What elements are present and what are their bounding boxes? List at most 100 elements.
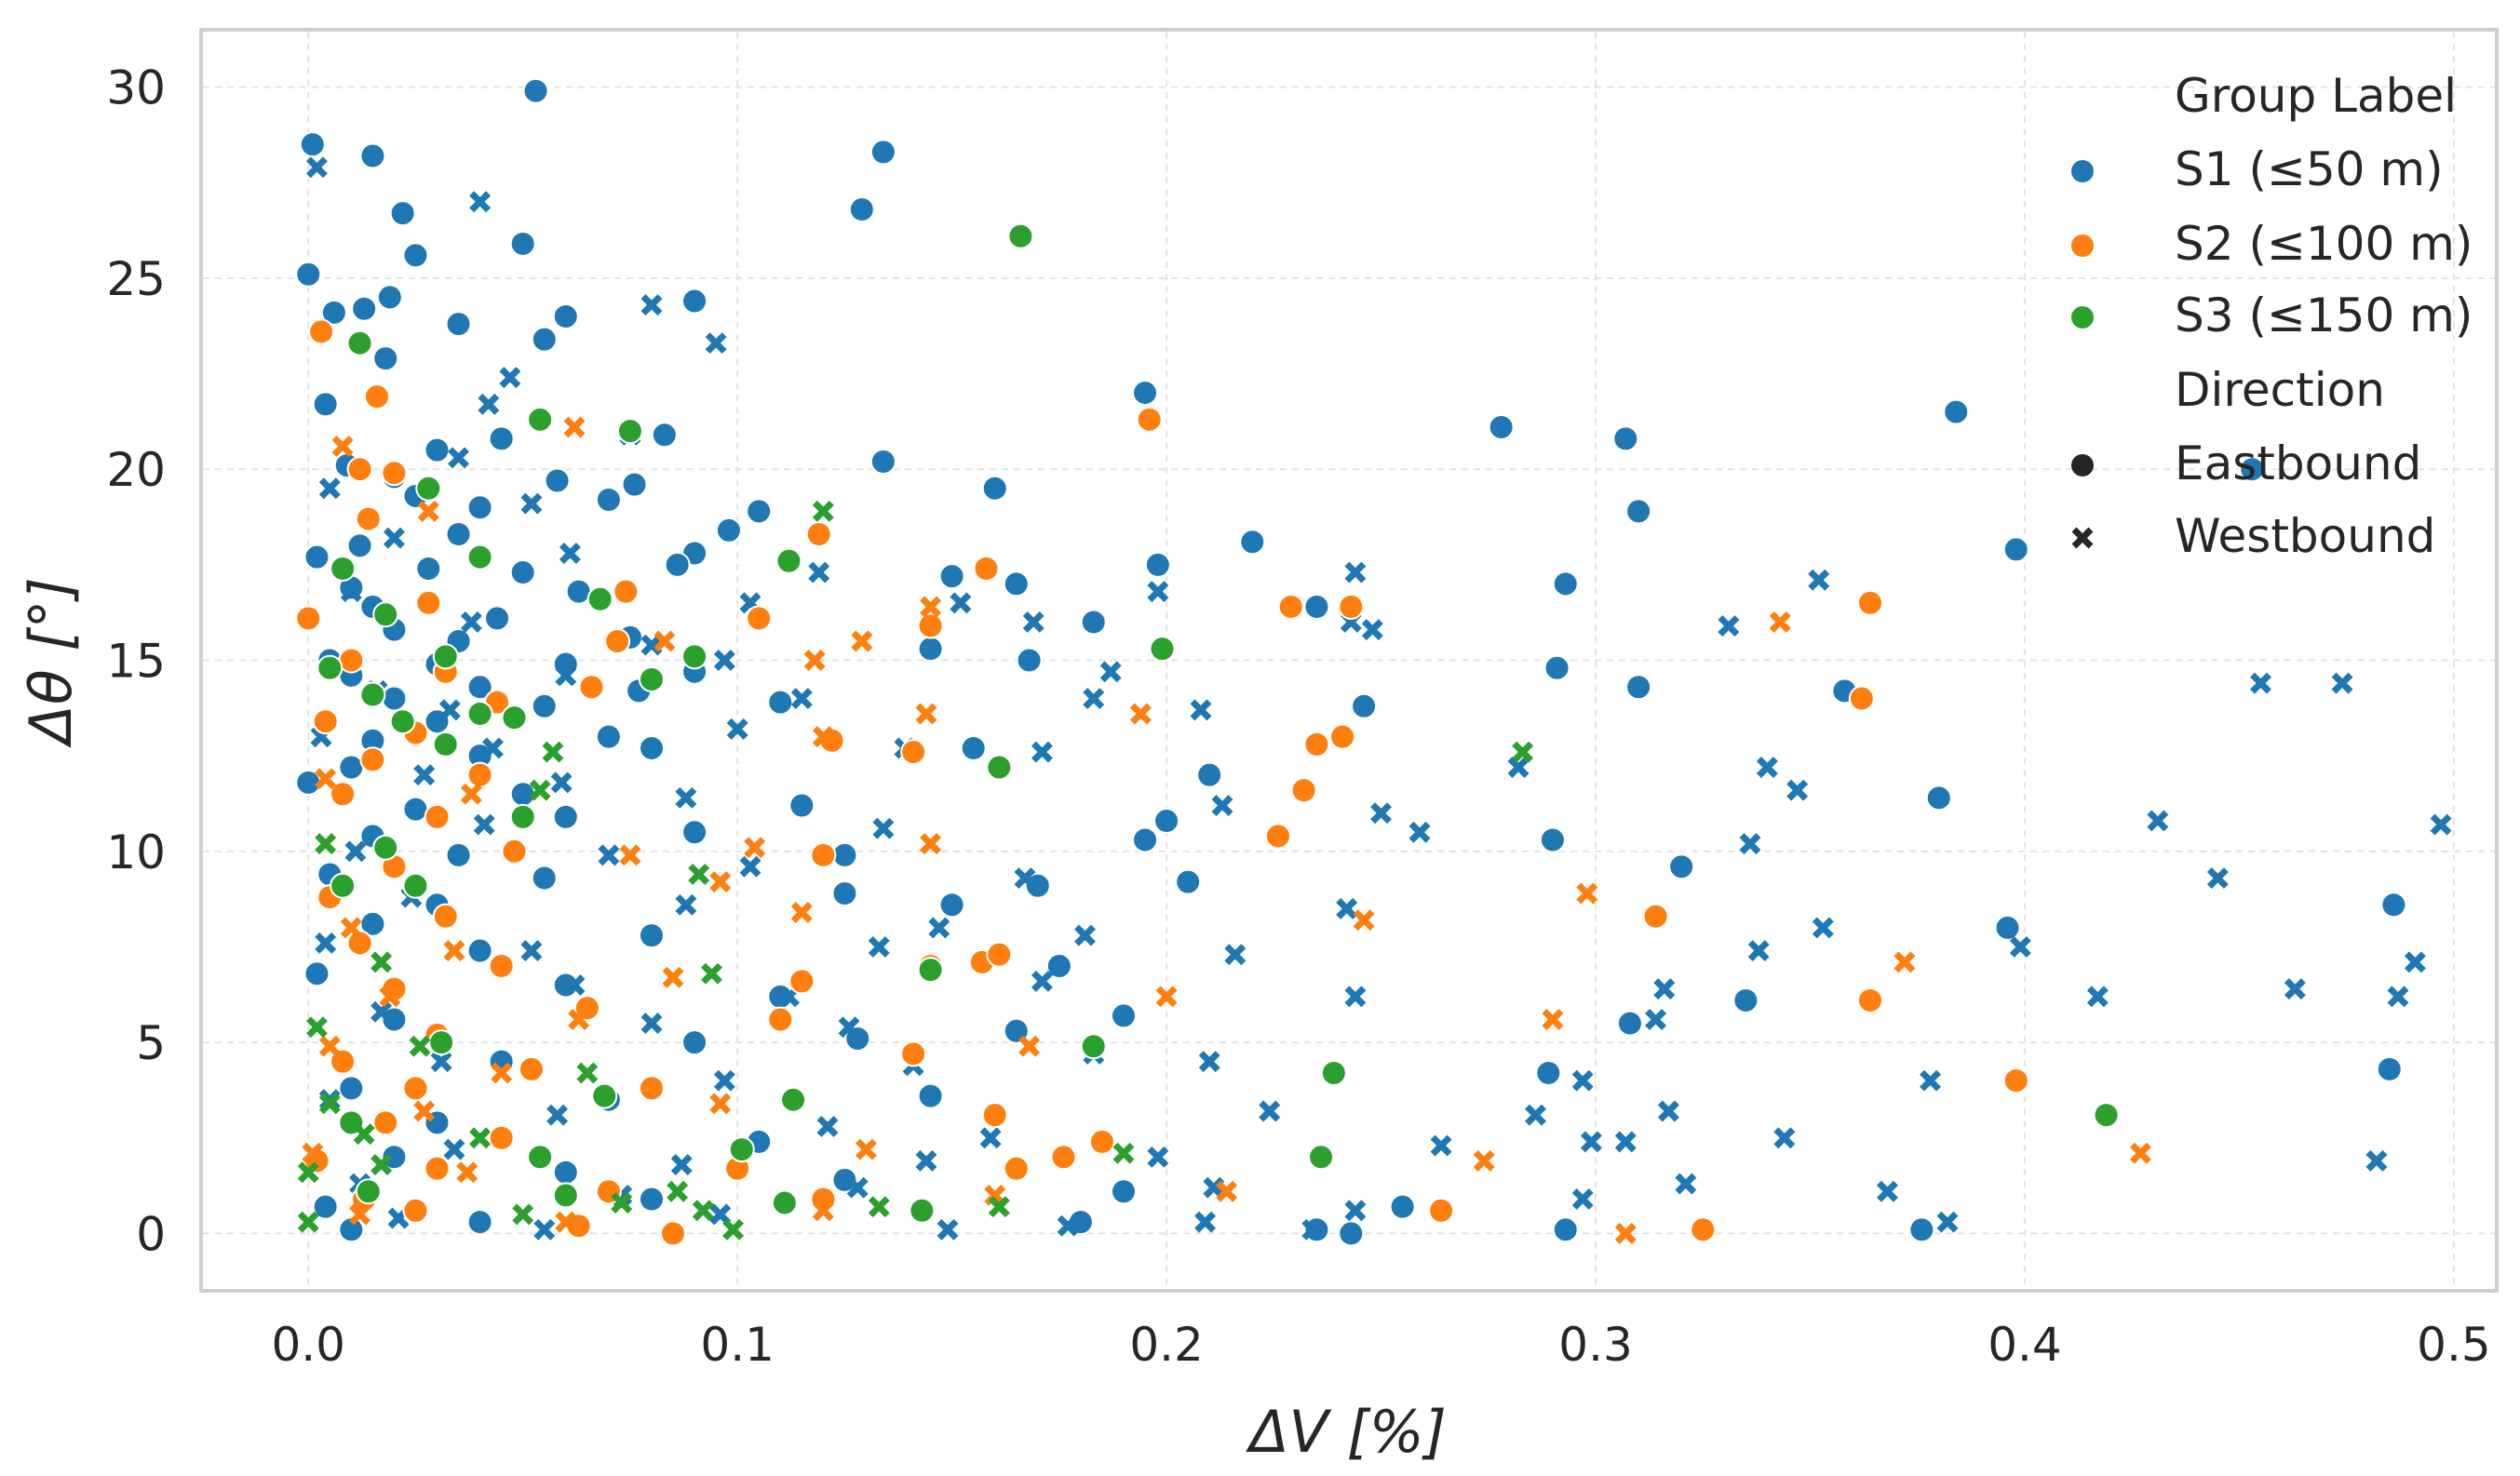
data-point bbox=[709, 871, 732, 893]
data-point bbox=[488, 425, 515, 452]
data-point bbox=[1259, 1100, 1281, 1122]
data-point bbox=[1539, 826, 1566, 853]
data-point bbox=[509, 803, 536, 830]
y-tick-label: 15 bbox=[106, 635, 166, 689]
legend-marker-westbound bbox=[2071, 527, 2094, 549]
data-point bbox=[340, 581, 362, 603]
data-point bbox=[381, 460, 408, 487]
data-point bbox=[1732, 986, 1759, 1013]
data-point bbox=[722, 1218, 745, 1241]
legend-label-s2: S2 (≤100 m) bbox=[2175, 217, 2473, 271]
data-point bbox=[376, 284, 403, 311]
data-point bbox=[662, 966, 684, 988]
data-point bbox=[675, 786, 697, 809]
y-axis-title: Δθ [°] bbox=[17, 577, 85, 747]
data-point bbox=[595, 723, 622, 750]
data-point bbox=[739, 855, 761, 878]
data-point bbox=[559, 543, 581, 565]
data-point bbox=[379, 986, 401, 1008]
data-point bbox=[1080, 609, 1107, 636]
data-point bbox=[542, 741, 564, 763]
data-point bbox=[667, 1180, 689, 1202]
data-point bbox=[346, 532, 373, 559]
data-point bbox=[338, 1216, 365, 1243]
data-point bbox=[409, 1035, 431, 1057]
data-point bbox=[445, 311, 472, 338]
data-point bbox=[371, 1154, 393, 1175]
data-point bbox=[920, 833, 942, 855]
data-point bbox=[402, 872, 429, 899]
legend-marker-eastbound bbox=[2071, 454, 2094, 476]
data-point bbox=[950, 592, 972, 614]
data-point bbox=[432, 731, 459, 758]
data-point bbox=[640, 1013, 663, 1035]
data-point bbox=[1149, 636, 1176, 663]
y-tick-label: 0 bbox=[136, 1207, 166, 1261]
data-point bbox=[443, 1138, 465, 1161]
data-point bbox=[1370, 802, 1393, 825]
data-point bbox=[917, 636, 944, 663]
data-point bbox=[576, 1062, 599, 1084]
data-point bbox=[363, 383, 390, 410]
data-point bbox=[552, 1159, 579, 1186]
data-point bbox=[788, 968, 815, 995]
data-point bbox=[330, 872, 357, 899]
data-point bbox=[715, 517, 742, 543]
data-point bbox=[456, 1161, 478, 1184]
data-point bbox=[359, 746, 386, 773]
data-point bbox=[1147, 581, 1169, 603]
data-point bbox=[1338, 1220, 1365, 1247]
data-point bbox=[522, 77, 549, 104]
data-point bbox=[920, 596, 942, 618]
data-point bbox=[868, 935, 890, 958]
data-point bbox=[432, 643, 459, 670]
grid bbox=[203, 32, 2495, 1289]
data-point bbox=[402, 1197, 429, 1224]
data-point bbox=[775, 547, 802, 574]
x-tick-label: 0.5 bbox=[2417, 1318, 2491, 1372]
data-point bbox=[499, 367, 521, 389]
data-point bbox=[359, 142, 386, 169]
data-point bbox=[1031, 970, 1053, 992]
data-point bbox=[1016, 647, 1043, 674]
x-tick-label: 0.3 bbox=[1558, 1318, 1633, 1372]
data-point bbox=[520, 940, 543, 962]
x-tick-label: 0.2 bbox=[1129, 1318, 1204, 1372]
data-point bbox=[372, 1109, 399, 1136]
data-point bbox=[1525, 1104, 1546, 1126]
data-point bbox=[909, 1197, 936, 1224]
data-point bbox=[651, 422, 678, 449]
data-point bbox=[305, 1016, 328, 1039]
data-point bbox=[1155, 986, 1178, 1008]
x-tick-label: 0.0 bbox=[271, 1318, 345, 1372]
data-point bbox=[295, 261, 322, 288]
data-point bbox=[2009, 935, 2031, 958]
data-point bbox=[805, 521, 832, 547]
data-point bbox=[810, 841, 837, 868]
data-point bbox=[1507, 756, 1530, 778]
data-point bbox=[613, 578, 640, 605]
legend-label-s1: S1 (≤50 m) bbox=[2175, 142, 2444, 196]
data-point bbox=[448, 447, 470, 469]
data-point bbox=[688, 863, 710, 885]
data-point bbox=[312, 708, 339, 735]
data-point bbox=[938, 563, 965, 590]
data-point bbox=[1718, 615, 1740, 637]
data-point bbox=[771, 1189, 798, 1216]
data-point bbox=[297, 1211, 319, 1233]
data-point bbox=[381, 1144, 408, 1171]
data-point bbox=[1024, 872, 1051, 899]
data-point bbox=[1031, 741, 1053, 763]
data-point bbox=[1111, 1002, 1138, 1029]
data-point bbox=[415, 589, 442, 616]
data-point bbox=[312, 391, 339, 418]
data-point bbox=[488, 952, 515, 979]
data-point bbox=[986, 754, 1013, 781]
data-point bbox=[1430, 1134, 1452, 1157]
data-point bbox=[1625, 674, 1652, 701]
data-point bbox=[295, 605, 322, 632]
data-point bbox=[1144, 551, 1171, 578]
data-point bbox=[531, 326, 558, 353]
data-point bbox=[413, 1100, 436, 1122]
data-point bbox=[780, 1086, 807, 1113]
